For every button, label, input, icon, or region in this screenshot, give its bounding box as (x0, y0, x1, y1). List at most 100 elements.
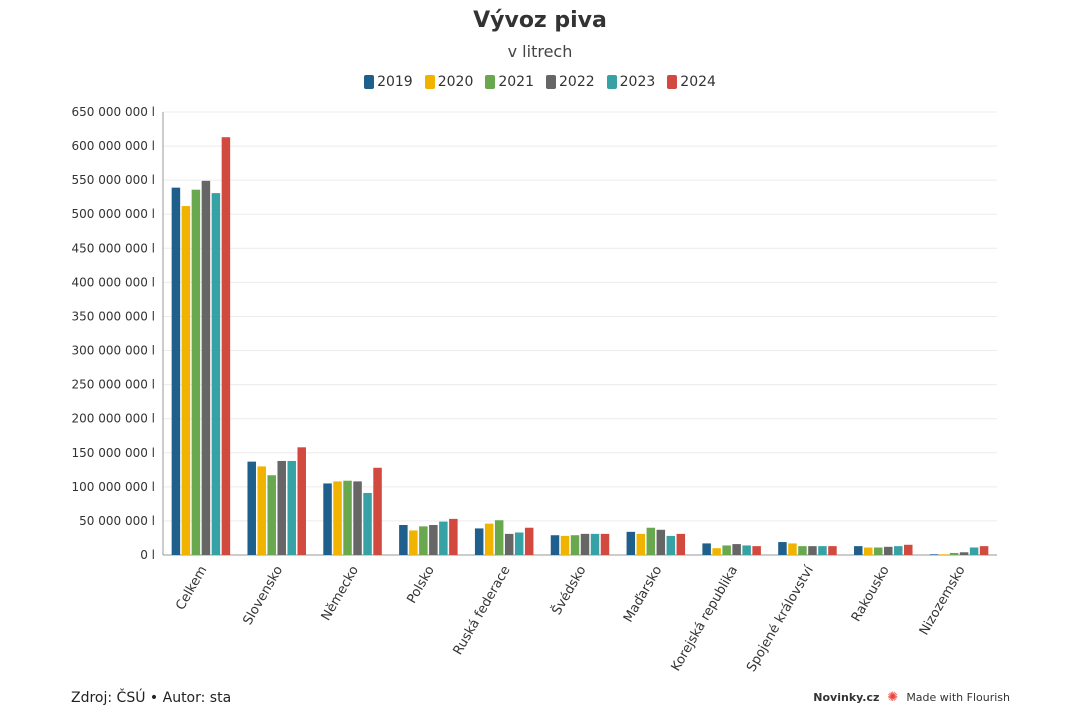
bar-2021 (267, 475, 276, 555)
legend: 2019 2020 2021 2022 2023 2024 (0, 74, 1080, 90)
legend-item-2022[interactable]: 2022 (546, 74, 595, 90)
bar-2022 (732, 544, 741, 555)
bar-2019 (626, 531, 636, 555)
legend-label: 2022 (559, 74, 595, 90)
bar-2024 (979, 546, 989, 555)
bar-2023 (211, 193, 221, 555)
bar-2020 (636, 533, 646, 555)
source-credit: Zdroj: ČSÚ • Autor: sta (71, 690, 232, 706)
bar-2020 (484, 523, 494, 555)
bar-2022 (429, 525, 438, 555)
legend-swatch (485, 75, 496, 89)
legend-label: 2019 (377, 74, 413, 90)
bar-2023 (590, 533, 600, 555)
bar-2020 (409, 530, 418, 555)
bar-2022 (353, 481, 362, 555)
bar-2021 (343, 480, 352, 555)
bar-2023 (969, 547, 979, 555)
bar-2020 (181, 206, 191, 555)
bar-2024 (221, 137, 231, 555)
footer-brand: Novinky.cz ✺ Made with Flourish (813, 690, 1010, 705)
bar-2023 (363, 492, 372, 555)
bar-2021 (798, 546, 807, 555)
x-tick-label: Německo (319, 563, 362, 623)
bar-2020 (788, 543, 797, 555)
legend-item-2021[interactable]: 2021 (485, 74, 534, 90)
legend-swatch (606, 75, 617, 89)
made-with-flourish-link[interactable]: Made with Flourish (906, 691, 1010, 704)
bar-2019 (247, 461, 256, 555)
bar-2021 (570, 535, 580, 555)
flourish-icon: ✺ (887, 690, 899, 705)
bar-2021 (494, 520, 504, 555)
legend-item-2024[interactable]: 2024 (667, 74, 716, 90)
bar-2020 (257, 466, 266, 555)
y-tick-label: 650 000 000 l (72, 105, 156, 119)
bar-2023 (514, 532, 524, 555)
bar-2023 (666, 535, 676, 555)
y-tick-label: 500 000 000 l (72, 207, 156, 221)
y-tick-label: 100 000 000 l (72, 480, 156, 494)
bar-2021 (722, 545, 731, 555)
bar-2020 (560, 535, 570, 555)
bar-2022 (277, 460, 286, 555)
chart-subtitle: v litrech (507, 42, 573, 61)
bar-2024 (676, 533, 686, 555)
brand-logo[interactable]: Novinky.cz (813, 691, 880, 704)
y-tick-label: 450 000 000 l (72, 241, 156, 255)
bar-2022 (959, 552, 969, 555)
bar-2024 (828, 546, 837, 555)
bar-2020 (333, 481, 342, 555)
y-tick-label: 400 000 000 l (72, 275, 156, 289)
bar-2019 (550, 535, 560, 555)
x-tick-label: Maďarsko (621, 563, 665, 625)
bar-2019 (702, 543, 711, 555)
x-tick-label: Ruská federace (451, 563, 514, 657)
bar-2020 (712, 548, 721, 555)
y-tick-label: 350 000 000 l (72, 309, 156, 323)
y-tick-label: 0 l (140, 548, 155, 562)
bar-2019 (323, 483, 332, 555)
legend-label: 2024 (680, 74, 716, 90)
legend-swatch (424, 75, 435, 89)
bar-2024 (752, 546, 761, 555)
bar-2020 (939, 554, 949, 555)
y-tick-label: 550 000 000 l (72, 173, 156, 187)
bar-2019 (474, 528, 484, 555)
legend-item-2019[interactable]: 2019 (364, 74, 413, 90)
legend-swatch (546, 75, 556, 89)
x-tick-label: Celkem (173, 564, 210, 613)
legend-swatch (667, 75, 678, 89)
x-tick-label: Polsko (404, 563, 437, 606)
bar-2021 (419, 526, 428, 555)
y-tick-label: 150 000 000 l (72, 446, 156, 460)
legend-item-2020[interactable]: 2020 (424, 74, 474, 90)
bar-2023 (818, 546, 827, 555)
x-tick-label: Nizozemsko (917, 563, 969, 638)
bar-2023 (894, 546, 903, 555)
bar-2022 (656, 529, 666, 555)
y-tick-label: 50 000 000 l (79, 514, 155, 528)
legend-label: 2020 (437, 74, 474, 90)
bar-2019 (778, 542, 787, 555)
bar-2024 (600, 533, 610, 555)
bar-2022 (884, 546, 893, 555)
y-tick-label: 600 000 000 l (72, 139, 156, 153)
bar-2024 (524, 527, 534, 555)
x-tick-label: Spojené království (744, 563, 817, 675)
x-tick-label: Slovensko (240, 563, 286, 627)
bar-2024 (373, 467, 382, 555)
bar-2020 (864, 547, 873, 555)
legend-item-2023[interactable]: 2023 (606, 74, 656, 90)
bar-2021 (646, 527, 656, 555)
bar-2021 (874, 547, 883, 555)
bar-2019 (929, 554, 939, 555)
bar-2024 (297, 447, 306, 555)
bar-2019 (399, 525, 408, 555)
bar-2019 (171, 187, 181, 556)
bar-2024 (449, 518, 458, 555)
bar-2023 (287, 460, 296, 555)
bar-2022 (201, 180, 211, 555)
legend-label: 2023 (619, 74, 656, 90)
legend-label: 2021 (498, 74, 534, 90)
